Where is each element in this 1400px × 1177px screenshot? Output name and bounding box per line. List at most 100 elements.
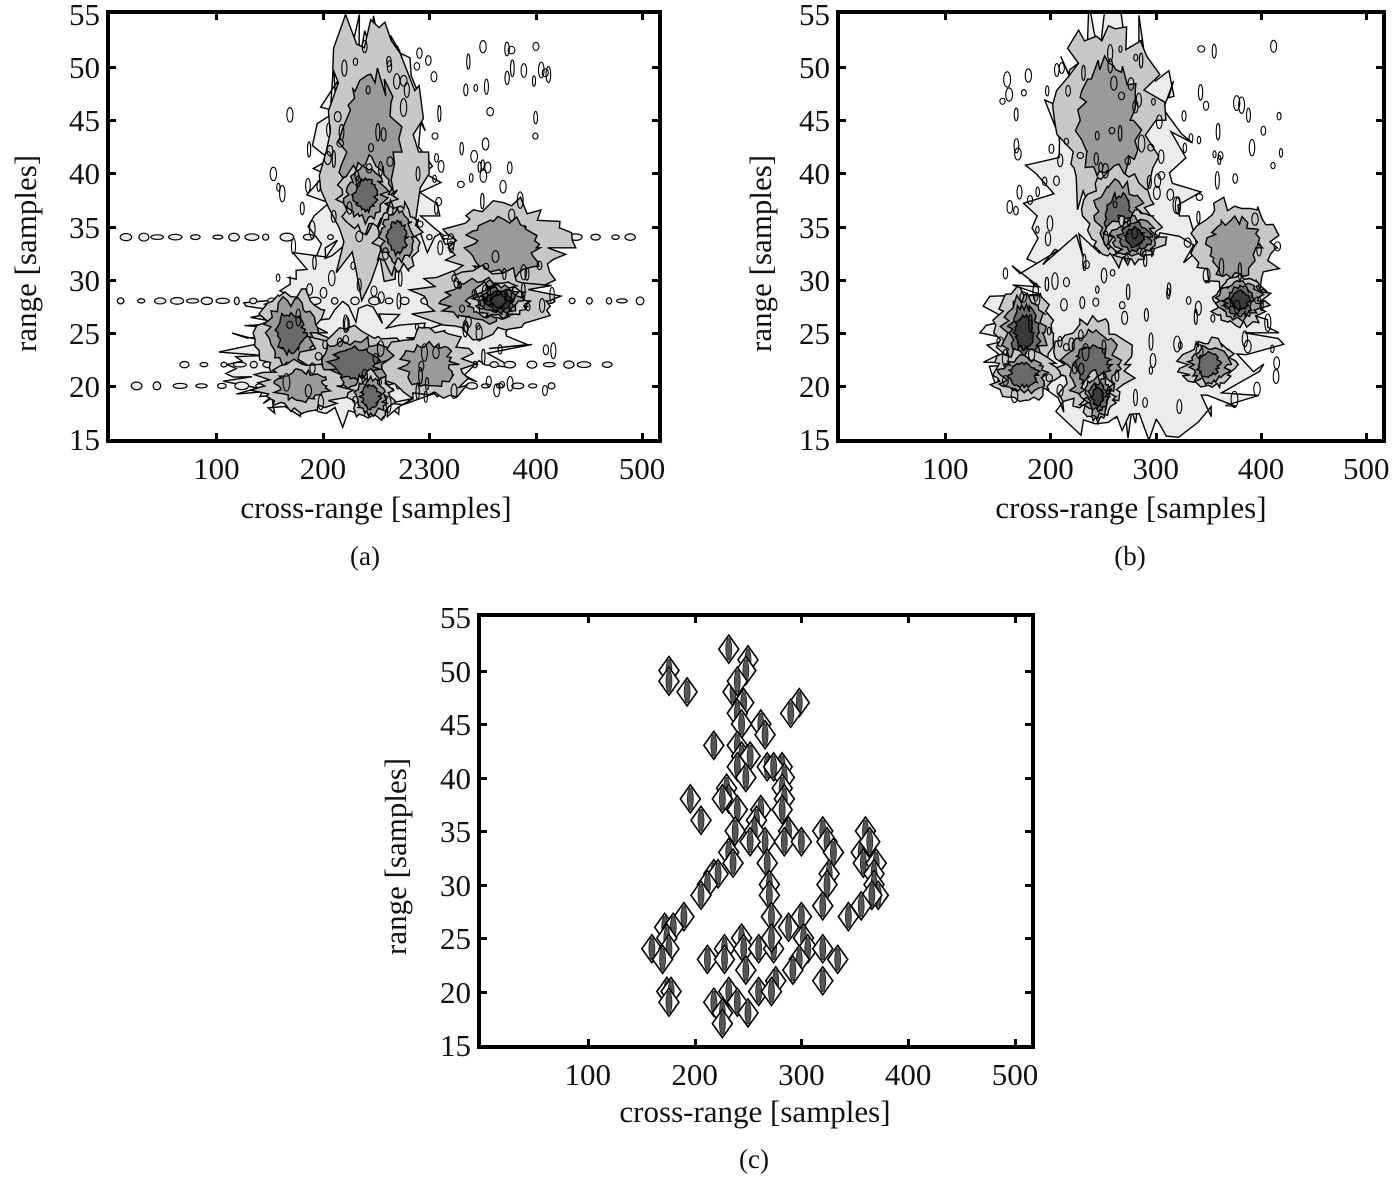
x-tick-label: 200 xyxy=(299,451,347,486)
contour-line xyxy=(437,104,442,123)
contour-line xyxy=(327,269,336,287)
x-tick-mark xyxy=(641,14,645,20)
contour-line xyxy=(531,75,537,87)
x-tick-mark xyxy=(800,617,804,623)
diamond-marker xyxy=(781,954,804,986)
y-tick-mark xyxy=(1376,119,1382,123)
contour-line xyxy=(507,45,516,55)
contour-line xyxy=(386,60,393,73)
diamond-marker xyxy=(651,944,674,975)
x-tick-mark xyxy=(1049,433,1053,439)
x-tick-mark xyxy=(693,1039,697,1045)
contour-line xyxy=(415,383,420,400)
contour-line xyxy=(471,289,478,298)
contour-line xyxy=(352,57,359,66)
contour-streak xyxy=(168,233,183,241)
contour-line xyxy=(1053,175,1060,187)
contour-streak xyxy=(261,233,270,241)
contour-streak xyxy=(526,360,538,369)
y-tick-mark xyxy=(1025,723,1031,726)
contour-line xyxy=(486,107,495,117)
contour-line xyxy=(1027,348,1036,361)
contour-region xyxy=(462,215,543,279)
diamond-marker xyxy=(679,783,702,815)
contour-line xyxy=(434,201,439,216)
contour-line xyxy=(1259,300,1264,312)
y-tick-mark xyxy=(1025,669,1031,673)
contour-line xyxy=(468,173,474,183)
y-tick-label: 30 xyxy=(440,867,471,903)
x-tick-label: 400 xyxy=(884,1057,932,1092)
x-tick-mark xyxy=(1013,1039,1017,1045)
y-tick-label: 20 xyxy=(799,368,830,404)
contour-line xyxy=(485,375,492,388)
contour-line xyxy=(1233,95,1241,112)
y-tick-mark xyxy=(840,331,846,335)
contour-line xyxy=(282,372,291,392)
contour-line xyxy=(305,177,311,194)
diamond-marker xyxy=(726,986,749,1018)
contour-line xyxy=(1214,170,1220,190)
contour-line xyxy=(1118,215,1126,227)
contour-streak xyxy=(150,234,165,241)
contour-line xyxy=(414,323,420,331)
x-tick-mark xyxy=(1154,433,1158,439)
contour-line xyxy=(1124,156,1132,166)
y-tick-mark xyxy=(840,119,846,123)
contour-line xyxy=(1046,326,1052,336)
contour-streak xyxy=(220,361,228,368)
x-tick-mark xyxy=(534,433,538,439)
contour-region xyxy=(396,340,460,388)
y-tick-mark xyxy=(1025,883,1031,887)
contour-line xyxy=(1124,253,1129,262)
contour-plot-b xyxy=(978,14,1285,439)
contour-region xyxy=(1122,225,1147,249)
contour-line xyxy=(1032,282,1040,302)
contour-line xyxy=(1196,210,1201,225)
y-tick-mark xyxy=(110,225,116,229)
x-tick-mark xyxy=(321,14,325,20)
contour-line xyxy=(275,273,281,282)
y-tick-label: 15 xyxy=(440,1028,471,1063)
contour-streak xyxy=(212,234,224,240)
diamond-marker xyxy=(711,1008,734,1039)
contour-line xyxy=(290,237,297,255)
contour-line xyxy=(506,161,513,175)
y-tick-mark xyxy=(652,384,658,388)
contour-line xyxy=(1046,215,1054,232)
contour-line xyxy=(1118,301,1126,310)
contour-line xyxy=(1143,308,1149,322)
contour-line xyxy=(464,315,472,328)
contour-line xyxy=(308,220,316,239)
contour-line xyxy=(1152,185,1161,200)
x-tick-mark xyxy=(1154,14,1158,20)
contour-line xyxy=(1024,68,1033,83)
contour-line xyxy=(1273,241,1282,252)
contour-line xyxy=(377,291,385,304)
contour-line xyxy=(1093,152,1099,166)
contour-line xyxy=(520,63,528,78)
contour-line xyxy=(420,343,428,362)
contour-line xyxy=(1197,45,1206,53)
contour-line xyxy=(550,342,557,360)
contour-line xyxy=(1248,138,1256,157)
contour-line xyxy=(1278,148,1284,158)
contour-line xyxy=(1237,262,1243,282)
x-tick-mark xyxy=(1365,14,1369,20)
contour-line xyxy=(269,166,278,182)
contour-line xyxy=(1078,362,1085,376)
y-tick-mark xyxy=(652,66,658,70)
contour-streak xyxy=(576,361,592,369)
contour-streak xyxy=(563,360,575,369)
contour-line xyxy=(295,308,302,327)
contour-line xyxy=(1137,134,1146,153)
contour-line xyxy=(399,74,408,87)
diamond-marker xyxy=(788,944,811,975)
contour-line xyxy=(1005,87,1014,102)
contour-streak xyxy=(489,361,499,369)
contour-line xyxy=(1166,188,1175,201)
x-tick-label: 400 xyxy=(1237,451,1285,486)
contour-line xyxy=(1058,62,1065,75)
contour-region xyxy=(385,219,411,258)
plot-area-c xyxy=(477,613,1035,1049)
